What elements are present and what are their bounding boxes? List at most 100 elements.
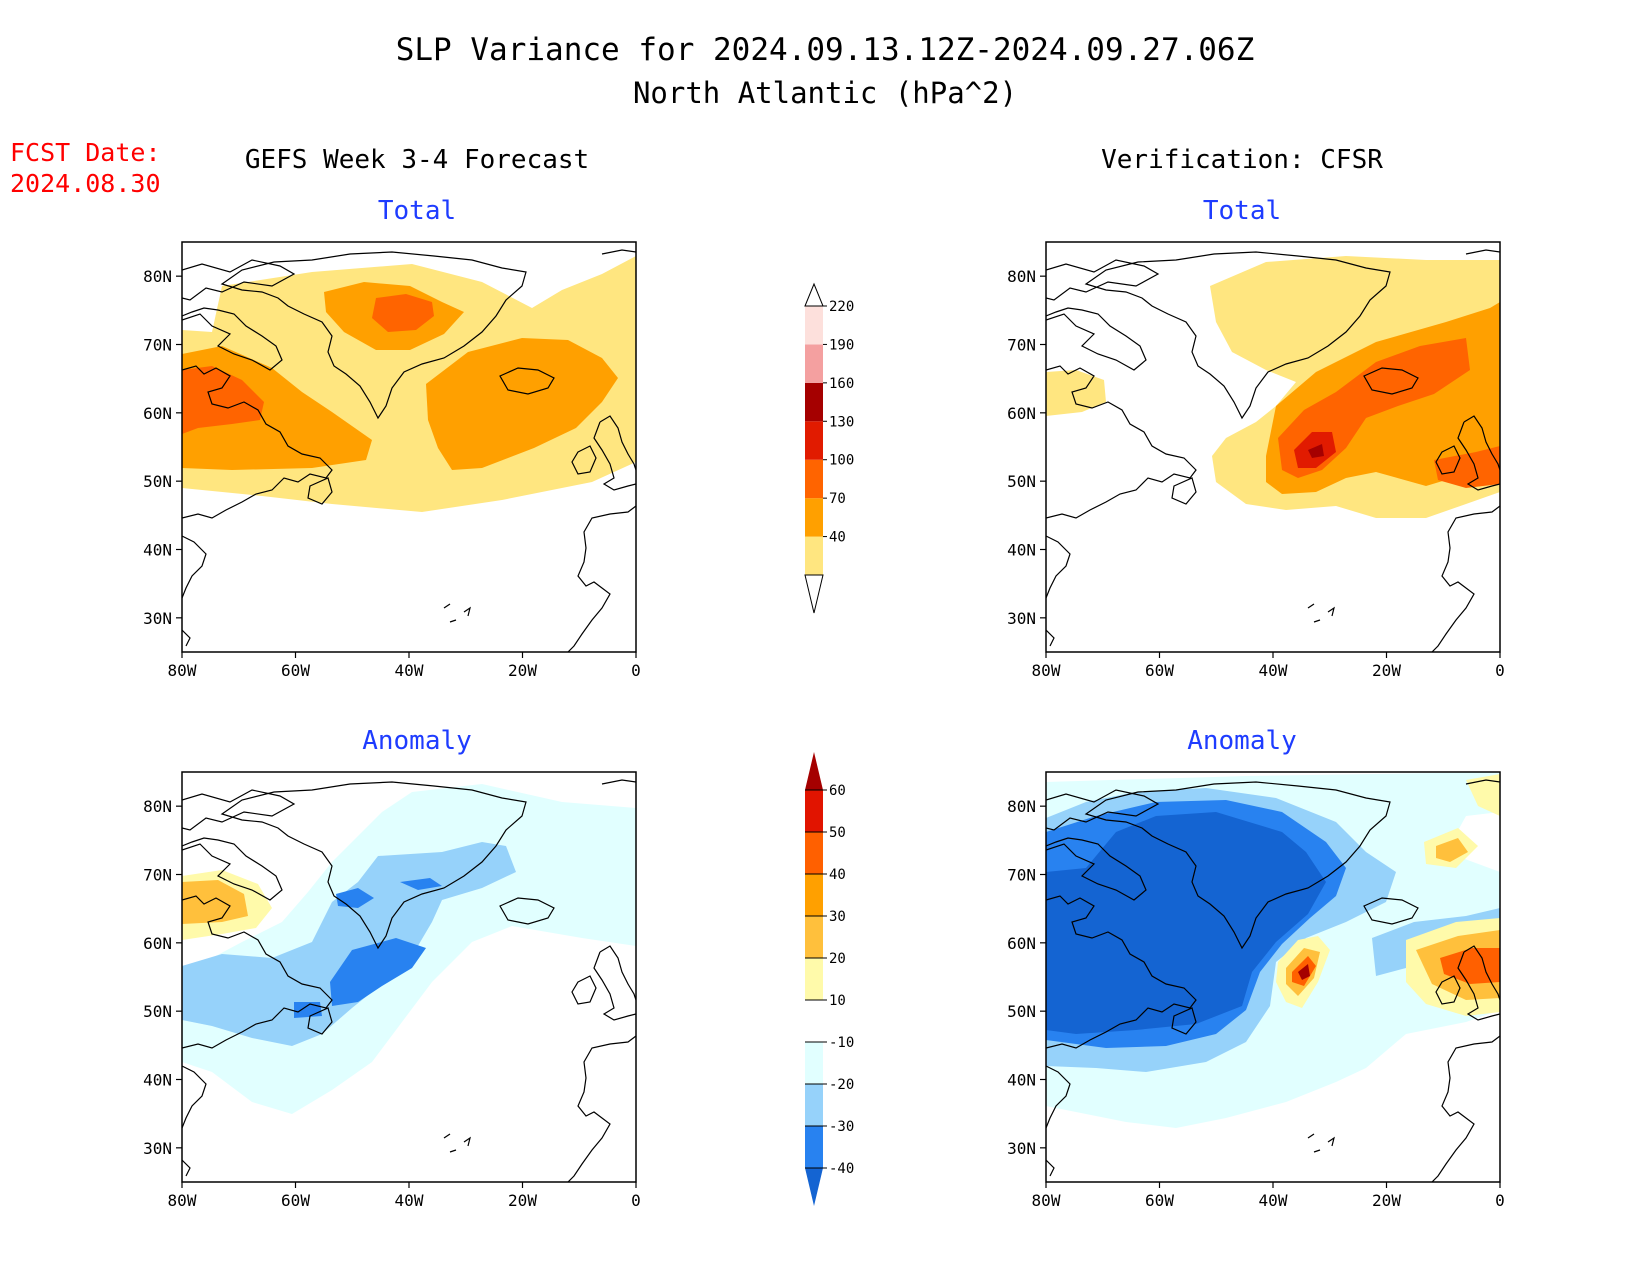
lon-tick-label: 20W bbox=[1372, 661, 1401, 680]
colorbar-total-label: 130 bbox=[829, 414, 854, 430]
colorbar-anomaly-label: -40 bbox=[829, 1161, 854, 1177]
colorbar-anomaly-label: -10 bbox=[829, 1035, 854, 1051]
colorbar-total-box bbox=[805, 536, 823, 575]
lat-tick-label: 70N bbox=[143, 336, 172, 355]
lat-tick-label: 80N bbox=[143, 797, 172, 816]
lat-tick-label: 40N bbox=[1007, 541, 1036, 560]
colorbar-anomaly-bottom-triangle bbox=[805, 1168, 823, 1206]
colorbar-total-box bbox=[805, 421, 823, 460]
lon-tick-label: 20W bbox=[1372, 1191, 1401, 1210]
lon-tick-label: 60W bbox=[281, 1191, 310, 1210]
lon-tick-label: 80W bbox=[1032, 661, 1061, 680]
colorbar-anomaly-label: -30 bbox=[829, 1119, 854, 1135]
axis-ticks-forecast-anomaly: 80W 60W 40W 20W 0 80N 70N 60N 50N 40N 30N bbox=[143, 797, 641, 1210]
lon-tick-label: 20W bbox=[508, 661, 537, 680]
figure-title-line2: North Atlantic (hPa^2) bbox=[633, 76, 1017, 110]
shading-forecast-anomaly bbox=[182, 784, 636, 1114]
lon-tick-label: 40W bbox=[1259, 1191, 1288, 1210]
shading-forecast-total bbox=[182, 256, 636, 512]
colorbar-total-label: 70 bbox=[829, 491, 846, 507]
lat-tick-label: 40N bbox=[143, 541, 172, 560]
lat-tick-label: 30N bbox=[143, 1139, 172, 1158]
lat-tick-label: 30N bbox=[1007, 609, 1036, 628]
lat-tick-label: 50N bbox=[143, 1002, 172, 1021]
map-verification-total bbox=[1045, 241, 1501, 653]
lat-tick-label: 30N bbox=[143, 609, 172, 628]
lon-tick-label: 80W bbox=[168, 661, 197, 680]
map-axes: 80W 60W 40W 20W 0 80N 70N 60N 50N 40N 30N 80W 60W 40W… bbox=[143, 267, 1505, 1210]
lat-tick-label: 30N bbox=[1007, 1139, 1036, 1158]
colorbar-total-label: 220 bbox=[829, 299, 854, 315]
colorbar-anomaly-box bbox=[805, 916, 823, 958]
colorbar-total-label: 160 bbox=[829, 376, 854, 392]
colorbar-total-label: 100 bbox=[829, 453, 854, 469]
colorbar-anomaly-box bbox=[805, 1084, 823, 1126]
colorbar-total-box bbox=[805, 382, 823, 422]
panel-title-verification-anomaly: Anomaly bbox=[1187, 726, 1297, 756]
colorbar-anomaly-label: 50 bbox=[829, 825, 846, 841]
lon-tick-label: 40W bbox=[1259, 661, 1288, 680]
lon-tick-label: 60W bbox=[1145, 661, 1174, 680]
lon-tick-label: 0 bbox=[631, 1191, 641, 1210]
colorbar-total-box bbox=[805, 498, 823, 537]
map-forecast-total bbox=[181, 241, 637, 653]
colorbar-anomaly-box bbox=[805, 790, 823, 832]
colorbar-anomaly-label: -20 bbox=[829, 1077, 854, 1093]
colorbar-anomaly-label: 30 bbox=[829, 909, 846, 925]
colorbar-anomaly-label: 10 bbox=[829, 993, 846, 1009]
colorbar-anomaly-label: 60 bbox=[829, 783, 846, 799]
figure-title-line1: SLP Variance for 2024.09.13.12Z-2024.09.… bbox=[396, 32, 1255, 68]
lat-tick-label: 50N bbox=[1007, 472, 1036, 491]
lat-tick-label: 50N bbox=[1007, 1002, 1036, 1021]
colorbar-anomaly-box bbox=[805, 1126, 823, 1168]
lat-tick-label: 50N bbox=[143, 472, 172, 491]
colorbar-anomaly-box bbox=[805, 1042, 823, 1084]
lon-tick-label: 0 bbox=[1495, 661, 1505, 680]
lon-tick-label: 20W bbox=[508, 1191, 537, 1210]
lat-tick-label: 60N bbox=[1007, 934, 1036, 953]
colorbar-total-top-triangle bbox=[804, 282, 824, 307]
fcst-date-label: FCST Date: bbox=[10, 138, 161, 167]
colorbar-anomaly-label: 20 bbox=[829, 951, 846, 967]
colorbar-total-label: 40 bbox=[829, 530, 846, 546]
axis-ticks-forecast-total: 80W 60W 40W 20W 0 80N 70N 60N 50N 40N 30N bbox=[143, 267, 641, 680]
colorbar-anomaly: -40 -30 -20 -10 10 20 30 40 50 60 bbox=[805, 752, 854, 1206]
lon-tick-label: 60W bbox=[1145, 1191, 1174, 1210]
lon-tick-label: 80W bbox=[168, 1191, 197, 1210]
lon-tick-label: 60W bbox=[281, 661, 310, 680]
lon-tick-label: 40W bbox=[395, 1191, 424, 1210]
colorbar-total-box bbox=[805, 344, 823, 383]
lon-tick-label: 80W bbox=[1032, 1191, 1061, 1210]
colorbar-total-box bbox=[805, 306, 823, 345]
axis-ticks-verification-total: 80W 60W 40W 20W 0 80N 70N 60N 50N 40N 30N bbox=[1007, 267, 1505, 680]
colorbar-anomaly-top-triangle bbox=[805, 752, 823, 790]
colorbar-total-bottom-triangle bbox=[804, 574, 824, 614]
lat-tick-label: 60N bbox=[143, 404, 172, 423]
colorbar-total-label: 190 bbox=[829, 337, 854, 353]
map-forecast-anomaly bbox=[181, 771, 637, 1183]
column-title-forecast: GEFS Week 3-4 Forecast bbox=[245, 145, 589, 175]
lat-tick-label: 70N bbox=[1007, 866, 1036, 885]
lat-tick-label: 60N bbox=[143, 934, 172, 953]
lat-tick-label: 70N bbox=[143, 866, 172, 885]
fcst-date-value: 2024.08.30 bbox=[10, 169, 161, 198]
lat-tick-label: 80N bbox=[143, 267, 172, 286]
lat-tick-label: 60N bbox=[1007, 404, 1036, 423]
panel-title-forecast-total: Total bbox=[378, 196, 456, 226]
lon-tick-label: 0 bbox=[631, 661, 641, 680]
axis-ticks-verification-anomaly: 80W 60W 40W 20W 0 80N 70N 60N 50N 40N 30N bbox=[1007, 797, 1505, 1210]
colorbar-anomaly-box bbox=[805, 958, 823, 1000]
map-verification-anomaly bbox=[1045, 771, 1501, 1183]
lon-tick-label: 40W bbox=[395, 661, 424, 680]
colorbar-total-box bbox=[805, 459, 823, 499]
panel-title-verification-total: Total bbox=[1203, 196, 1281, 226]
lat-tick-label: 70N bbox=[1007, 336, 1036, 355]
lat-tick-label: 80N bbox=[1007, 797, 1036, 816]
colorbar-anomaly-box bbox=[805, 874, 823, 916]
panel-title-forecast-anomaly: Anomaly bbox=[362, 726, 472, 756]
colorbar-anomaly-label: 40 bbox=[829, 867, 846, 883]
colorbar-anomaly-box bbox=[805, 832, 823, 874]
lat-tick-label: 40N bbox=[143, 1071, 172, 1090]
lat-tick-label: 40N bbox=[1007, 1071, 1036, 1090]
